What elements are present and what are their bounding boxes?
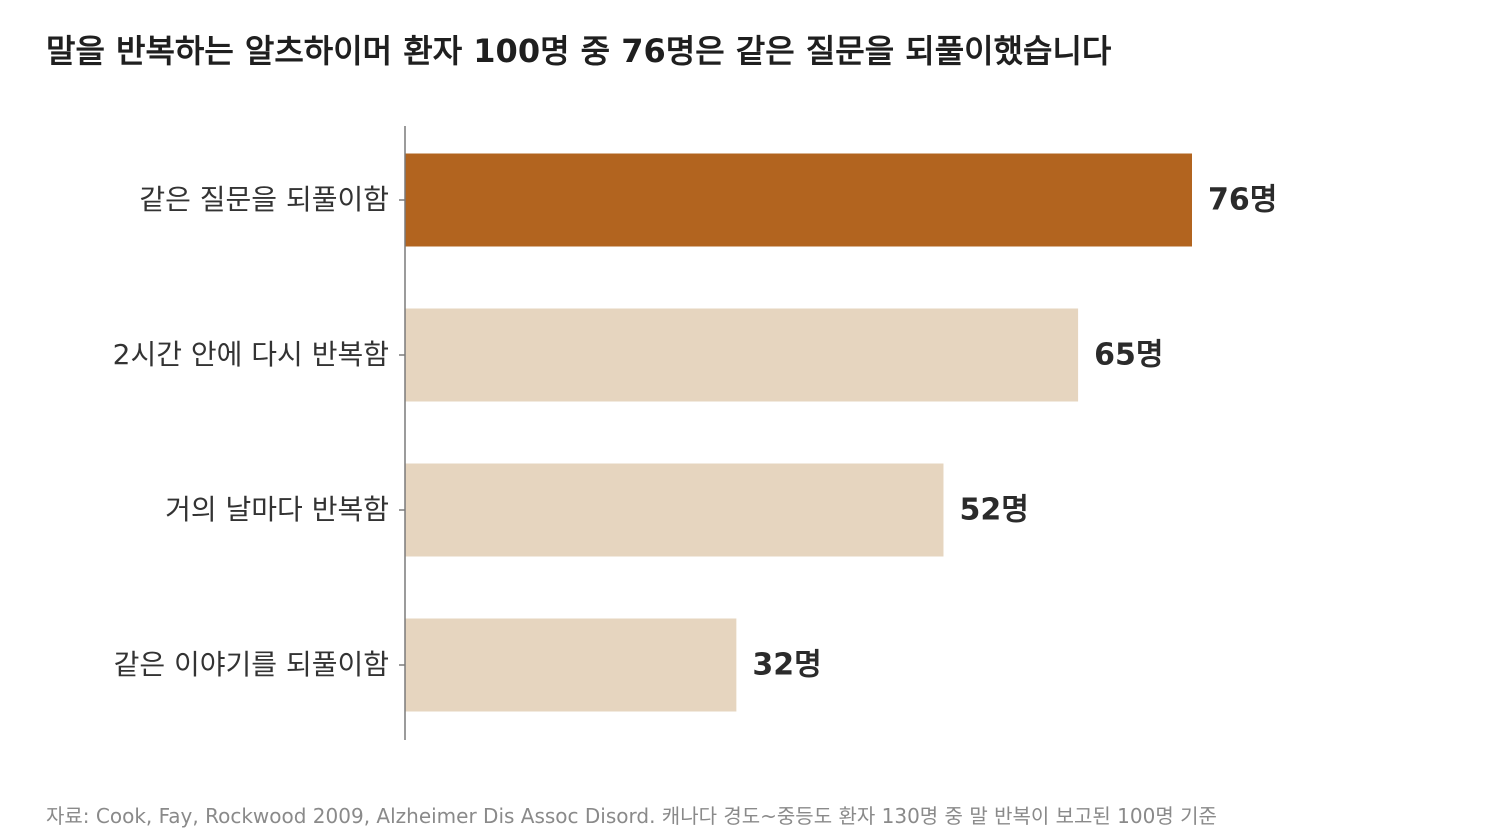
category-label: 2시간 안에 다시 반복함 bbox=[113, 338, 389, 371]
bar-4 bbox=[405, 618, 737, 712]
bar-3 bbox=[405, 463, 944, 557]
bar-1 bbox=[405, 153, 1192, 247]
value-label: 52명 bbox=[959, 493, 1028, 528]
value-label: 32명 bbox=[752, 648, 821, 683]
value-label: 76명 bbox=[1208, 183, 1277, 218]
source-note: 자료: Cook, Fay, Rockwood 2009, Alzheimer … bbox=[46, 804, 1217, 828]
category-label: 같은 질문을 되풀이함 bbox=[139, 183, 389, 216]
category-label: 거의 날마다 반복함 bbox=[165, 493, 389, 526]
category-label: 같은 이야기를 되풀이함 bbox=[114, 648, 389, 681]
value-label: 65명 bbox=[1094, 338, 1163, 373]
chart-title: 말을 반복하는 알츠하이머 환자 100명 중 76명은 같은 질문을 되풀이했… bbox=[46, 32, 1112, 70]
bar-2 bbox=[405, 308, 1079, 402]
